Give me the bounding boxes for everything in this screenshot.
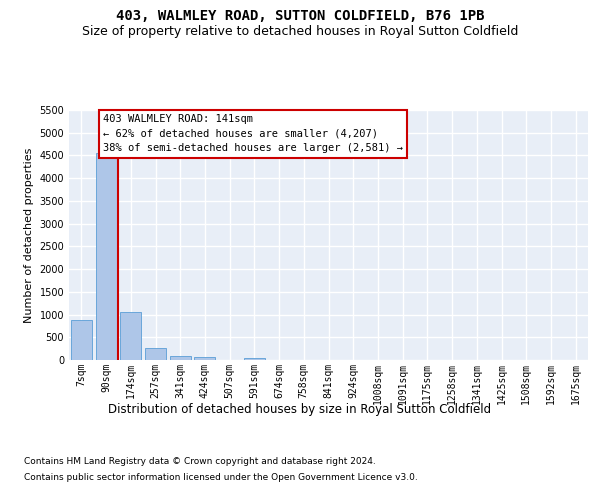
Bar: [244, 358, 265, 360]
Text: Size of property relative to detached houses in Royal Sutton Coldfield: Size of property relative to detached ho…: [82, 25, 518, 38]
Y-axis label: Number of detached properties: Number of detached properties: [24, 148, 34, 322]
Text: Contains HM Land Registry data © Crown copyright and database right 2024.: Contains HM Land Registry data © Crown c…: [24, 458, 376, 466]
Bar: [194, 357, 215, 360]
Text: Contains public sector information licensed under the Open Government Licence v3: Contains public sector information licen…: [24, 472, 418, 482]
Bar: [120, 312, 141, 360]
Bar: [145, 348, 166, 360]
Bar: [71, 320, 92, 360]
Text: 403, WALMLEY ROAD, SUTTON COLDFIELD, B76 1PB: 403, WALMLEY ROAD, SUTTON COLDFIELD, B76…: [116, 9, 484, 23]
Text: Distribution of detached houses by size in Royal Sutton Coldfield: Distribution of detached houses by size …: [109, 402, 491, 415]
Text: 403 WALMLEY ROAD: 141sqm
← 62% of detached houses are smaller (4,207)
38% of sem: 403 WALMLEY ROAD: 141sqm ← 62% of detach…: [103, 114, 403, 154]
Bar: [95, 153, 116, 360]
Bar: [170, 356, 191, 360]
